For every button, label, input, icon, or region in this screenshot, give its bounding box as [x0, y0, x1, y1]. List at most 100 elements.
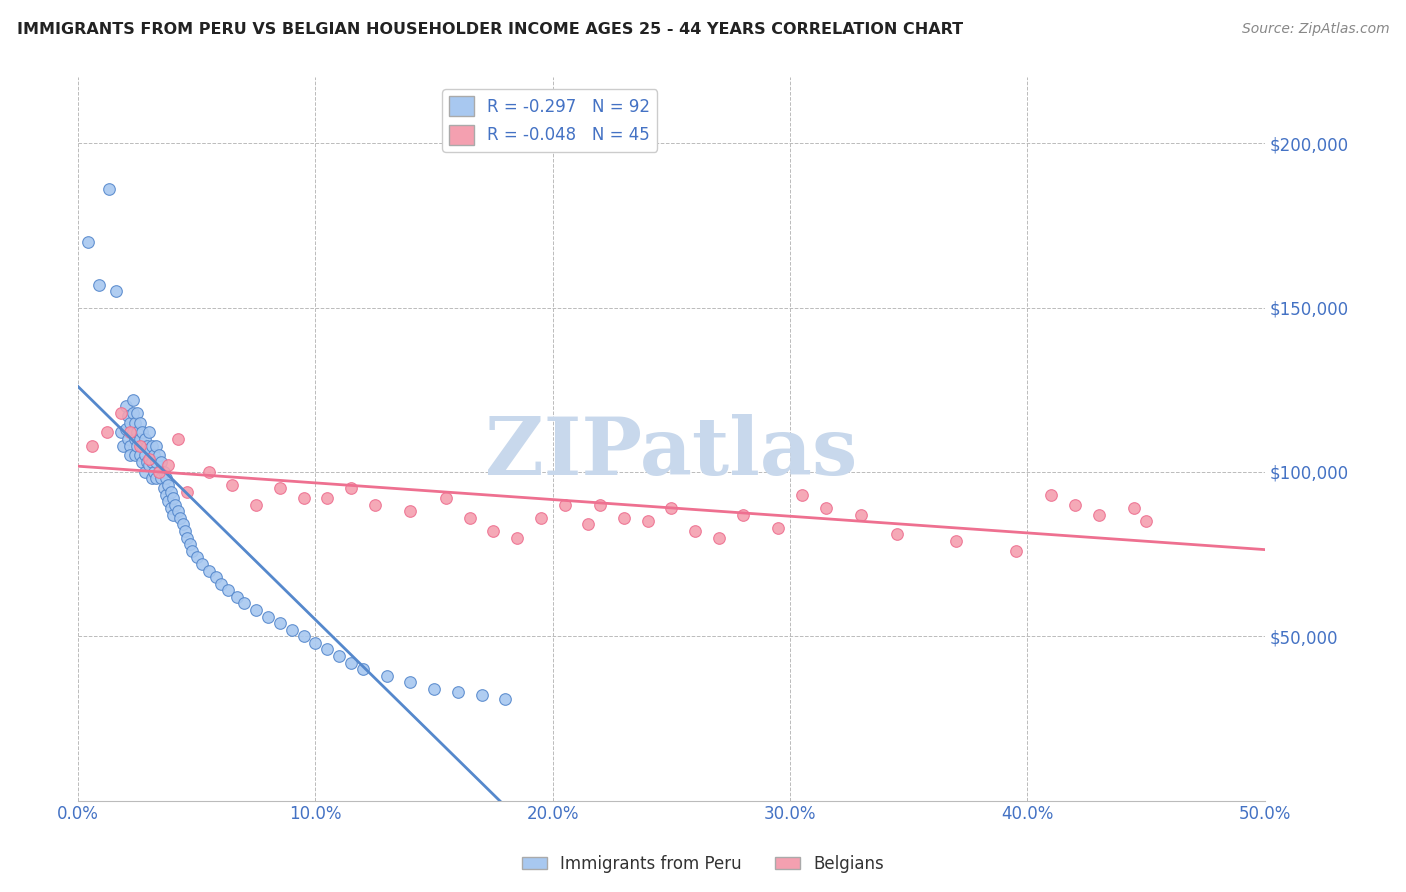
Point: [152, 481, 174, 495]
Point: [96, 425, 118, 440]
Point: [152, 465, 174, 479]
Point: [226, 590, 249, 604]
Point: [1040, 488, 1063, 502]
Point: [155, 471, 177, 485]
Point: [181, 543, 204, 558]
Point: [851, 508, 873, 522]
Point: [148, 465, 170, 479]
Point: [127, 439, 149, 453]
Point: [120, 425, 142, 440]
Point: [138, 451, 160, 466]
Point: [683, 524, 706, 538]
Point: [114, 399, 136, 413]
Point: [150, 455, 173, 469]
Point: [1087, 508, 1109, 522]
Point: [1123, 501, 1146, 516]
Legend: Immigrants from Peru, Belgians: Immigrants from Peru, Belgians: [515, 848, 891, 880]
Point: [174, 524, 197, 538]
Point: [166, 504, 188, 518]
Point: [269, 481, 291, 495]
Point: [143, 465, 166, 479]
Point: [131, 439, 153, 453]
Point: [138, 442, 160, 456]
Point: [589, 498, 612, 512]
Point: [157, 458, 180, 473]
Point: [136, 455, 159, 469]
Point: [316, 491, 339, 506]
Point: [159, 484, 181, 499]
Point: [128, 416, 150, 430]
Point: [768, 521, 790, 535]
Point: [661, 501, 683, 516]
Point: [280, 623, 302, 637]
Point: [233, 596, 256, 610]
Point: [186, 550, 208, 565]
Point: [143, 449, 166, 463]
Point: [162, 508, 184, 522]
Point: [127, 425, 149, 440]
Point: [124, 416, 146, 430]
Point: [157, 494, 180, 508]
Point: [82, 439, 104, 453]
Point: [190, 557, 212, 571]
Point: [945, 533, 967, 548]
Point: [179, 537, 201, 551]
Point: [141, 439, 163, 453]
Point: [134, 465, 156, 479]
Point: [172, 517, 194, 532]
Point: [1004, 543, 1026, 558]
Point: [886, 527, 908, 541]
Point: [128, 439, 150, 453]
Point: [128, 432, 150, 446]
Point: [141, 455, 163, 469]
Point: [637, 514, 659, 528]
Point: [121, 425, 143, 440]
Point: [138, 425, 160, 440]
Point: [217, 583, 239, 598]
Point: [814, 501, 837, 516]
Point: [127, 406, 149, 420]
Point: [245, 603, 267, 617]
Point: [128, 449, 150, 463]
Point: [121, 392, 143, 407]
Point: [458, 511, 481, 525]
Point: [117, 409, 139, 423]
Point: [506, 531, 529, 545]
Point: [176, 484, 198, 499]
Point: [790, 488, 813, 502]
Point: [110, 425, 132, 440]
Point: [148, 449, 170, 463]
Text: ZIPatlas: ZIPatlas: [485, 415, 858, 492]
Point: [89, 277, 111, 292]
Point: [731, 508, 754, 522]
Point: [134, 449, 156, 463]
Point: [117, 432, 139, 446]
Point: [120, 449, 142, 463]
Point: [707, 531, 730, 545]
Point: [76, 235, 98, 249]
Point: [105, 284, 128, 298]
Point: [120, 439, 142, 453]
Point: [138, 458, 160, 473]
Point: [340, 481, 363, 495]
Point: [471, 689, 494, 703]
Point: [530, 511, 553, 525]
Text: IMMIGRANTS FROM PERU VS BELGIAN HOUSEHOLDER INCOME AGES 25 - 44 YEARS CORRELATIO: IMMIGRANTS FROM PERU VS BELGIAN HOUSEHOL…: [17, 22, 963, 37]
Point: [145, 471, 167, 485]
Point: [328, 648, 350, 663]
Point: [124, 432, 146, 446]
Point: [145, 455, 167, 469]
Point: [159, 501, 181, 516]
Point: [112, 439, 135, 453]
Point: [162, 491, 184, 506]
Point: [304, 636, 326, 650]
Point: [136, 439, 159, 453]
Point: [169, 511, 191, 525]
Point: [209, 576, 232, 591]
Point: [423, 681, 446, 696]
Point: [131, 455, 153, 469]
Point: [316, 642, 339, 657]
Point: [98, 182, 121, 196]
Point: [292, 491, 315, 506]
Point: [197, 564, 219, 578]
